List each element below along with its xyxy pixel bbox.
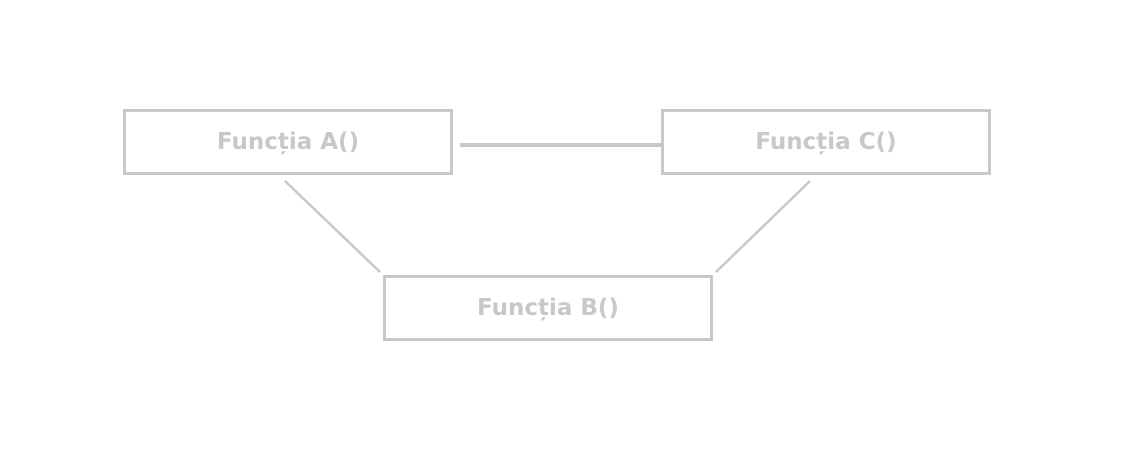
node-function-c-label: Funcția C(): [755, 129, 897, 155]
node-function-c: Funcția C(): [661, 109, 991, 175]
node-function-a: Funcția A(): [123, 109, 453, 175]
edge-c-b: [715, 180, 811, 273]
node-function-a-label: Funcția A(): [216, 129, 360, 155]
node-function-b: Funcția B(): [383, 275, 713, 341]
node-function-b-label: Funcția B(): [477, 295, 619, 321]
edge-a-b: [284, 180, 381, 273]
